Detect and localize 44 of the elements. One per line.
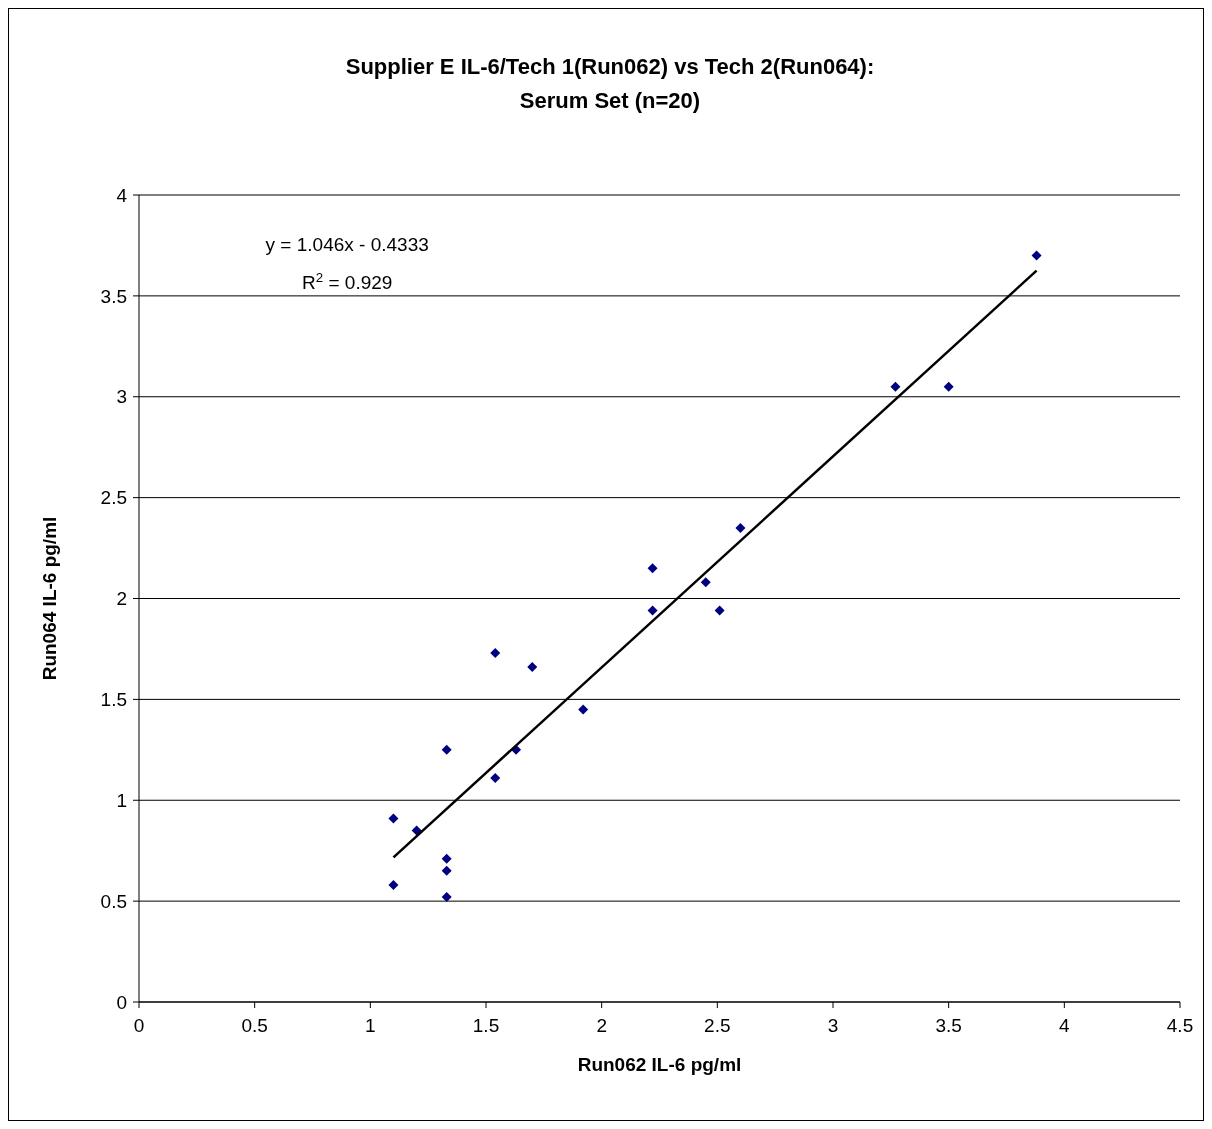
y-tick-label: 0	[116, 991, 127, 1013]
point	[490, 647, 501, 658]
y-tick-label: 1	[116, 789, 127, 811]
y-tick-label: 4	[116, 184, 128, 206]
point	[647, 605, 658, 616]
point	[527, 662, 538, 673]
x-tick-label: 1	[365, 1015, 376, 1036]
point	[490, 773, 501, 784]
point	[714, 605, 725, 616]
chart-title: Supplier E IL-6/Tech 1(Run062) vs Tech 2(Run064):	[345, 54, 875, 79]
point	[578, 704, 589, 715]
point	[890, 381, 901, 392]
point	[735, 522, 746, 533]
y-tick-label: 2	[116, 588, 127, 610]
x-tick-label: 2.5	[704, 1015, 731, 1036]
annotation: y = 1.046x - 0.4333	[265, 234, 429, 256]
x-tick-label: 2	[596, 1015, 607, 1036]
y-tick-label: 2.5	[100, 487, 127, 509]
point	[388, 879, 399, 890]
point	[647, 563, 658, 574]
point	[441, 744, 452, 755]
y-tick-label: 1.5	[100, 689, 127, 711]
y-tick-label: 0.5	[100, 890, 127, 912]
x-tick-label: 4	[1059, 1015, 1071, 1036]
point	[411, 825, 422, 836]
point	[1031, 250, 1042, 261]
x-tick-label: 3.5	[935, 1015, 962, 1036]
y-axis-title: Run064 IL-6 pg/ml	[39, 516, 60, 681]
x-tick-label: 1.5	[472, 1015, 500, 1036]
point	[943, 381, 954, 392]
point	[388, 813, 399, 824]
y-tick-label: 3.5	[100, 285, 127, 307]
chart-subtitle: Serum Set (n=20)	[519, 88, 701, 113]
x-tick-label: 0	[133, 1015, 145, 1036]
point	[441, 853, 452, 864]
point	[441, 892, 452, 903]
y-tick-label: 3	[116, 386, 127, 408]
x-tick-label: 4.5	[1166, 1015, 1194, 1036]
point	[441, 865, 452, 876]
x-axis-title: Run062 IL-6 pg/ml	[577, 1054, 742, 1075]
point	[700, 577, 711, 588]
x-tick-label: 3	[827, 1015, 839, 1036]
annotation: R$^{2}$ = 0.929	[302, 269, 393, 294]
x-tick-label: 0.5	[241, 1015, 268, 1036]
